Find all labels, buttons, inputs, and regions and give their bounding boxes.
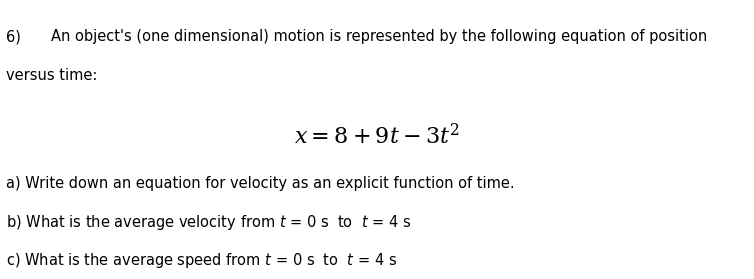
Text: $x = 8+9t-3t^{2}$: $x = 8+9t-3t^{2}$ [294, 123, 460, 148]
Text: b) What is the average velocity from $t$ = 0 s  to  $t$ = 4 s: b) What is the average velocity from $t$… [6, 213, 412, 232]
Text: An object's (one dimensional) motion is represented by the following equation of: An object's (one dimensional) motion is … [51, 29, 707, 44]
Text: c) What is the average speed from $t$ = 0 s  to  $t$ = 4 s: c) What is the average speed from $t$ = … [6, 251, 397, 270]
Text: versus time:: versus time: [6, 68, 97, 83]
Text: a) Write down an equation for velocity as an explicit function of time.: a) Write down an equation for velocity a… [6, 176, 515, 191]
Text: 6): 6) [6, 29, 21, 44]
